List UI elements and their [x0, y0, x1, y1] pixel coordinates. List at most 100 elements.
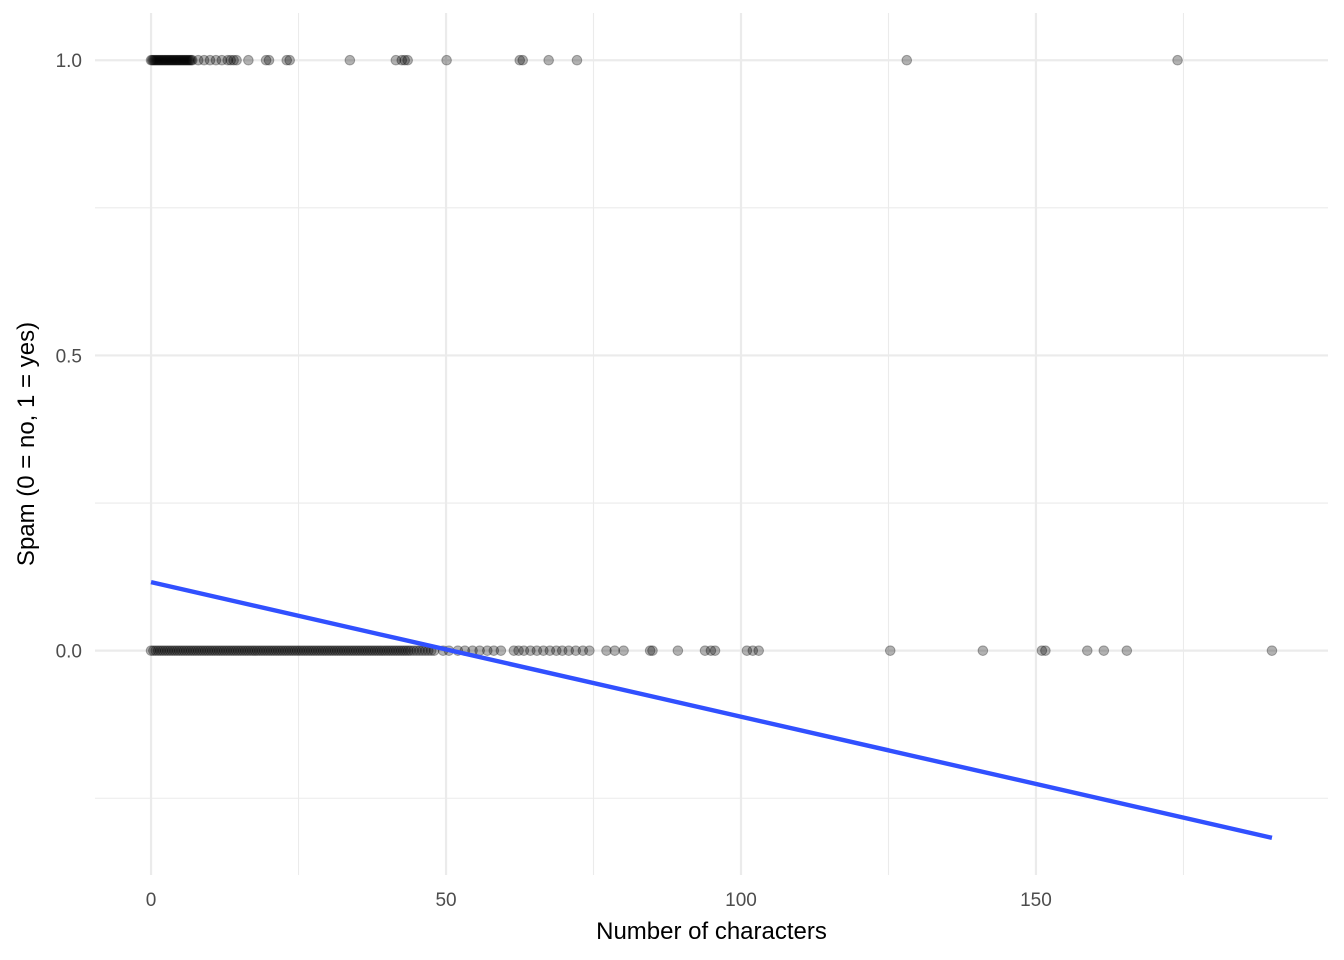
data-point [210, 54, 222, 66]
data-point [211, 645, 223, 656]
data-point [218, 645, 230, 656]
data-point [192, 645, 204, 656]
data-point [303, 645, 315, 656]
data-point [518, 645, 530, 656]
data-point [570, 645, 582, 656]
data-point [525, 645, 536, 656]
data-point [353, 645, 365, 656]
data-points [145, 54, 1278, 656]
data-point [228, 645, 239, 656]
data-point [174, 645, 185, 656]
data-point [884, 645, 896, 656]
data-point [263, 645, 275, 656]
x-tick-labels: 0 50 100 150 [146, 890, 1052, 911]
data-point [150, 645, 162, 656]
data-point [282, 645, 294, 656]
data-point [197, 645, 209, 656]
data-point [414, 645, 425, 656]
data-point [277, 645, 289, 656]
data-point [251, 645, 263, 656]
data-point [166, 54, 178, 66]
data-point [249, 645, 261, 656]
data-point [171, 645, 183, 656]
data-point [1172, 54, 1183, 66]
data-point [228, 54, 239, 66]
data-point [343, 645, 355, 656]
data-point [164, 54, 176, 66]
data-point [1266, 645, 1278, 656]
data-point [901, 54, 913, 66]
data-point [377, 645, 388, 656]
data-point [242, 645, 254, 656]
data-point [247, 645, 258, 656]
data-point [281, 54, 293, 66]
data-point [644, 645, 656, 656]
data-point [183, 645, 195, 656]
data-point [388, 645, 400, 656]
data-point [329, 645, 341, 656]
data-point [148, 645, 159, 656]
data-point [301, 645, 313, 656]
data-point [230, 645, 242, 656]
data-point [390, 54, 402, 66]
data-point [514, 54, 526, 66]
data-point [195, 645, 206, 656]
data-point [396, 54, 408, 66]
data-point [171, 54, 183, 66]
data-point [584, 645, 595, 656]
data-point [254, 645, 265, 656]
data-point [161, 54, 172, 66]
x-axis-title: Number of characters [596, 918, 827, 945]
data-point [495, 645, 507, 656]
data-point [1098, 645, 1110, 656]
data-point [169, 54, 180, 66]
data-point [192, 54, 204, 66]
data-point [146, 54, 158, 66]
data-point [158, 54, 170, 66]
data-point [159, 645, 171, 656]
data-point [260, 54, 272, 66]
data-point [163, 54, 175, 66]
data-point [360, 645, 372, 656]
data-point [287, 645, 298, 656]
data-point [182, 54, 193, 66]
data-point [367, 645, 379, 656]
data-point [268, 645, 280, 656]
x-tick-label: 50 [435, 890, 456, 911]
data-point [221, 645, 232, 656]
data-point [346, 645, 357, 656]
data-point [157, 54, 169, 66]
data-point [184, 54, 196, 66]
y-tick-label: 0.5 [56, 346, 82, 367]
data-point [179, 54, 191, 66]
data-point [159, 54, 171, 66]
data-point [263, 54, 275, 66]
data-point [384, 645, 395, 656]
data-point [223, 645, 235, 656]
data-point [296, 645, 308, 656]
data-point [152, 54, 164, 66]
data-point [145, 54, 157, 66]
data-point [209, 645, 221, 656]
data-point [289, 645, 301, 656]
data-point [571, 54, 583, 66]
data-point [185, 645, 197, 656]
data-point [148, 54, 159, 66]
data-point [408, 645, 419, 656]
x-tick-label: 0 [146, 890, 157, 911]
data-point [244, 645, 256, 656]
fit-line [150, 580, 1273, 840]
data-point [310, 645, 322, 656]
data-point [1040, 645, 1051, 656]
data-point [259, 645, 270, 656]
data-point [154, 54, 165, 66]
data-point [1121, 645, 1133, 656]
data-point [178, 645, 190, 656]
data-point [753, 645, 764, 656]
data-point [386, 645, 398, 656]
data-point [344, 54, 356, 66]
data-point [395, 645, 407, 656]
y-tick-label: 0.0 [56, 642, 82, 663]
data-point [292, 645, 303, 656]
